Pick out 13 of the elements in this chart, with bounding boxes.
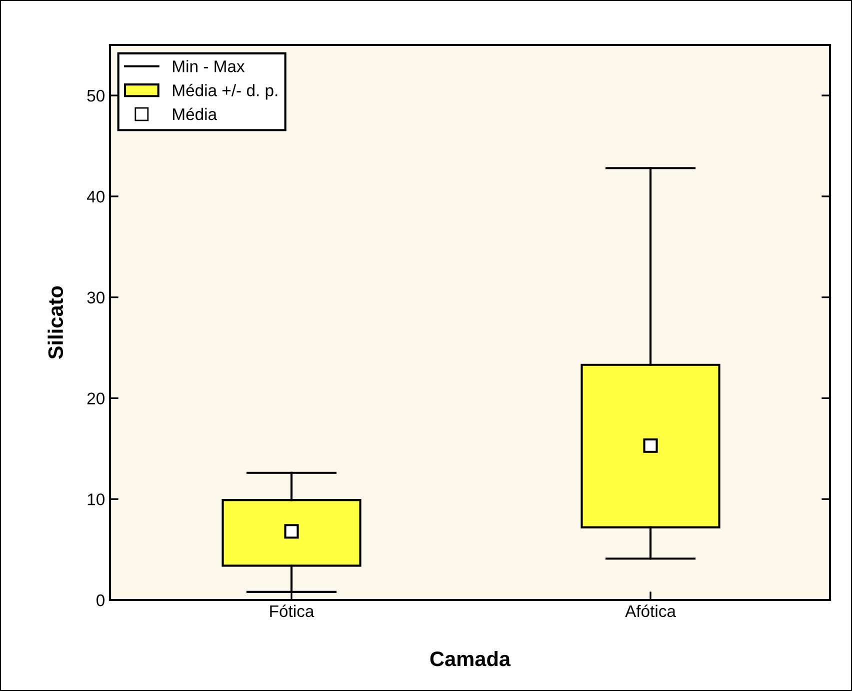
x-axis-title: Camada: [430, 650, 511, 666]
y-tick-label: 40: [86, 190, 104, 203]
annotation: Min - Max: [173, 60, 245, 72]
y-tick-label: 10: [88, 493, 104, 506]
x-tick-label: Fótica: [270, 604, 314, 618]
legend-label: Média +/- d. p.: [173, 84, 278, 100]
y-tick-label: 20: [87, 392, 104, 404]
x-tick-label: Afótica: [625, 604, 676, 618]
y-tick-label: 30: [87, 292, 104, 304]
y-tick-label: 0: [96, 594, 104, 606]
annotation: Média: [173, 108, 218, 120]
y-tick-label: 50: [87, 90, 104, 102]
y-axis-title: Silicato: [48, 286, 64, 359]
